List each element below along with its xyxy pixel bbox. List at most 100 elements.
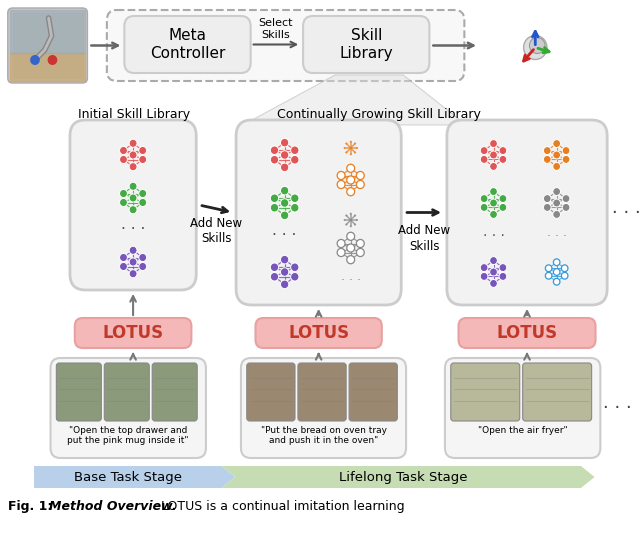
FancyBboxPatch shape	[51, 358, 206, 458]
Circle shape	[356, 219, 358, 221]
Circle shape	[490, 211, 497, 218]
Circle shape	[270, 263, 278, 271]
FancyBboxPatch shape	[303, 16, 429, 73]
Circle shape	[120, 263, 127, 270]
Circle shape	[349, 225, 352, 227]
Circle shape	[562, 156, 570, 163]
Circle shape	[280, 211, 289, 219]
Circle shape	[553, 211, 561, 218]
Circle shape	[280, 199, 289, 207]
Text: Method Overview.: Method Overview.	[49, 500, 176, 513]
FancyBboxPatch shape	[107, 10, 465, 81]
Circle shape	[562, 147, 570, 155]
Circle shape	[480, 194, 488, 203]
FancyBboxPatch shape	[255, 318, 382, 348]
Circle shape	[562, 194, 570, 203]
Circle shape	[490, 151, 497, 159]
Circle shape	[480, 156, 488, 163]
FancyBboxPatch shape	[8, 8, 88, 83]
Circle shape	[120, 198, 127, 207]
Text: LOTUS: LOTUS	[102, 324, 164, 342]
Text: · · ·: · · ·	[547, 229, 566, 243]
Circle shape	[337, 171, 345, 179]
Circle shape	[139, 263, 147, 270]
Circle shape	[499, 147, 507, 155]
Text: Base Task Stage: Base Task Stage	[74, 470, 182, 484]
Circle shape	[120, 146, 127, 155]
Circle shape	[280, 151, 289, 160]
Circle shape	[139, 146, 147, 155]
Circle shape	[270, 273, 278, 281]
Circle shape	[499, 203, 507, 212]
Circle shape	[347, 232, 355, 240]
Text: · · ·: · · ·	[483, 229, 504, 243]
Text: Add New
Skills: Add New Skills	[190, 217, 242, 245]
Circle shape	[280, 138, 289, 147]
Circle shape	[291, 203, 299, 212]
Circle shape	[291, 273, 299, 281]
Text: "Open the air fryer": "Open the air fryer"	[478, 426, 568, 435]
Circle shape	[129, 258, 137, 266]
Circle shape	[480, 264, 488, 271]
Circle shape	[543, 203, 551, 212]
Text: Select
Skills: Select Skills	[259, 18, 293, 39]
Circle shape	[553, 199, 561, 207]
Circle shape	[545, 273, 552, 279]
Circle shape	[349, 141, 352, 143]
Circle shape	[543, 147, 551, 155]
Circle shape	[480, 147, 488, 155]
Circle shape	[490, 188, 497, 196]
Circle shape	[490, 257, 497, 264]
Text: Initial Skill Library: Initial Skill Library	[78, 108, 190, 121]
Circle shape	[347, 164, 355, 172]
Circle shape	[270, 203, 278, 212]
FancyBboxPatch shape	[349, 363, 397, 421]
Circle shape	[490, 162, 497, 171]
Circle shape	[346, 223, 348, 225]
Circle shape	[499, 264, 507, 271]
Circle shape	[356, 239, 364, 248]
FancyBboxPatch shape	[236, 120, 401, 305]
FancyBboxPatch shape	[451, 363, 520, 421]
Text: · · ·: · · ·	[121, 223, 145, 238]
Circle shape	[499, 273, 507, 280]
Circle shape	[356, 171, 364, 179]
Circle shape	[480, 273, 488, 280]
Circle shape	[480, 203, 488, 212]
Circle shape	[347, 244, 355, 252]
FancyBboxPatch shape	[75, 318, 191, 348]
Circle shape	[280, 255, 289, 264]
FancyBboxPatch shape	[298, 363, 346, 421]
FancyBboxPatch shape	[445, 358, 600, 458]
Circle shape	[554, 259, 560, 265]
Circle shape	[562, 203, 570, 212]
Circle shape	[553, 140, 561, 147]
Circle shape	[337, 248, 345, 257]
Circle shape	[129, 151, 137, 159]
Circle shape	[346, 214, 348, 217]
Circle shape	[554, 269, 560, 275]
Circle shape	[139, 156, 147, 163]
Circle shape	[545, 265, 552, 271]
Text: Lifelong Task Stage: Lifelong Task Stage	[339, 470, 467, 484]
Text: LOTUS: LOTUS	[497, 324, 557, 342]
Circle shape	[139, 189, 147, 198]
Circle shape	[280, 280, 289, 289]
Circle shape	[529, 38, 545, 54]
FancyBboxPatch shape	[70, 120, 196, 290]
Circle shape	[139, 253, 147, 261]
Circle shape	[490, 140, 497, 147]
Circle shape	[120, 189, 127, 198]
Circle shape	[354, 214, 356, 217]
FancyBboxPatch shape	[247, 363, 295, 421]
Circle shape	[129, 246, 137, 254]
Text: · · ·: · · ·	[612, 203, 640, 222]
Circle shape	[490, 279, 497, 288]
Circle shape	[356, 181, 364, 188]
Circle shape	[347, 255, 355, 264]
Text: "Open the top drawer and
put the pink mug inside it": "Open the top drawer and put the pink mu…	[67, 426, 189, 445]
Text: Continually Growing Skill Library: Continually Growing Skill Library	[277, 108, 481, 121]
Circle shape	[30, 55, 40, 65]
FancyBboxPatch shape	[56, 363, 101, 421]
Circle shape	[499, 156, 507, 163]
